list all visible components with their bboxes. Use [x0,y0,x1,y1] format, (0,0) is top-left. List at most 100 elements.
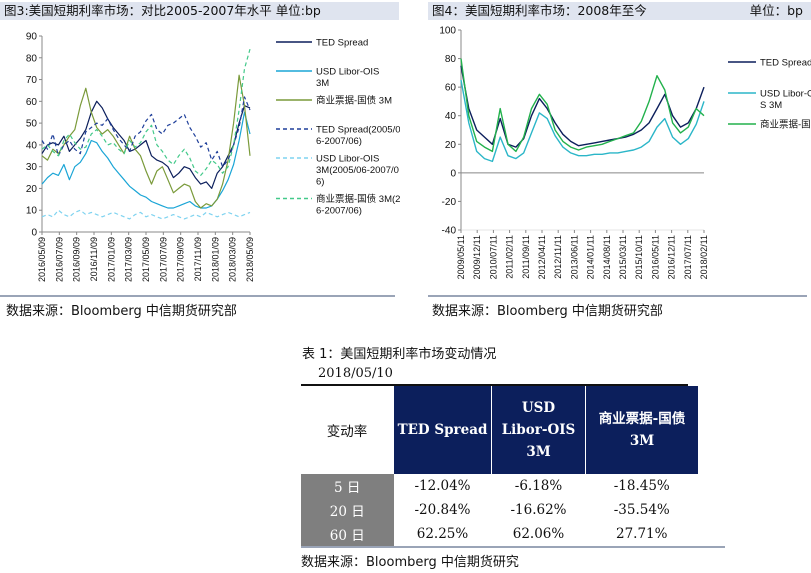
x-tick-label: 2018/02/11 [699,235,709,279]
x-tick-label: 2014/01/11 [586,235,596,279]
table-header-cp-tbill: 商业票据-国债 3M [585,386,698,474]
table-cell: -20.84% [393,498,492,522]
y-tick-label: 10 [26,206,38,217]
legend-label: USD Libor-OIS 3M [760,89,811,112]
y-tick-label: 80 [445,54,457,65]
fig4-chart: -40 -20 0 20 40 60 80 100 2009/05/11 2009/12/11 20… [439,26,811,280]
x-tick-label: 2014/08/11 [602,235,612,279]
legend-label: 商业票据-国债 3M [316,95,392,107]
fig4-bottom-rule [428,295,807,297]
legend-label: TED Spread [760,58,811,69]
fig4-title-text: 图4：美国短期利率市场：2008年至今 [432,3,647,18]
table-bottom-rule [301,546,725,548]
table-row-label: 5 日 [301,474,394,498]
y-tick-label: 70 [26,75,38,86]
y-tick-label: 30 [26,162,38,173]
fig4-title: 图4：美国短期利率市场：2008年至今 单位：bp [428,2,811,20]
series-line-3 [41,74,251,209]
y-tick-label: 40 [26,140,38,151]
legend-label: TED Spread(2005/0 6-2007/06) [316,125,400,148]
x-tick-label: 2011/09/11 [521,235,531,279]
x-tick-label: 2016/12/11 [667,235,677,279]
y-tick-label: 20 [445,140,457,151]
table-cell: -16.62% [491,498,586,522]
table-source: 数据来源：Bloomberg 中信期货研究 [301,555,519,570]
x-tick-label: 2017/03/09 [124,237,134,282]
series-line-1 [460,65,705,148]
series-line-3 [460,58,705,153]
x-tick-label: 2017/05/09 [141,237,151,282]
legend-label: TED Spread [316,38,368,49]
y-tick-label: 90 [26,32,38,43]
x-tick-label: 2017/07/09 [158,237,168,282]
y-tick-label: 60 [445,83,457,94]
table-corner-label: 变动率 [301,386,394,474]
table-cell: -12.04% [393,474,492,498]
table-cell: 62.06% [491,522,586,546]
legend-label: 商业票据-国债 3M(2005/06-2007/06) [316,193,400,217]
fig3-source: 数据来源：Bloomberg 中信期货研究部 [6,304,237,319]
table-title: 表 1：美国短期利率市场变动情况 [302,347,497,362]
y-tick-label: 50 [26,119,38,130]
y-tick-label: 0 [31,228,37,239]
x-tick-label: 2018/05/09 [245,237,255,282]
y-tick-label: 80 [26,53,38,64]
legend-label: USD Libor-OIS 3M(2005/06-2007/0 6) [316,154,399,188]
x-tick-label: 2013/06/11 [569,235,579,279]
series-line-6 [41,48,251,176]
y-tick-label: 60 [26,97,38,108]
x-tick-label: 2016/05/11 [650,235,660,279]
x-tick-label: 2016/11/09 [89,237,99,281]
x-tick-label: 2018/03/09 [228,237,238,282]
x-tick-label: 2017/07/11 [683,235,693,279]
table-row: 5 日 -12.04% -6.18% -18.45% [301,474,698,498]
x-tick-label: 2009/12/11 [472,235,482,279]
x-tick-label: 2012/04/11 [537,235,547,279]
x-tick-label: 2016/05/09 [37,237,47,282]
y-tick-label: 100 [439,26,456,37]
table-row: 20 日 -20.84% -16.62% -35.54% [301,498,698,522]
x-tick-label: 2016/09/09 [72,237,82,282]
table-header-ted: TED Spread [393,386,492,474]
table-row: 60 日 62.25% 62.06% 27.71% [301,522,698,546]
table-cell: -6.18% [491,474,586,498]
legend-label: USD Libor-OIS 3M [316,67,379,90]
x-tick-label: 2018/01/09 [210,237,220,282]
y-tick-label: -40 [442,226,457,237]
table-date: 2018/05/10 [318,366,393,381]
table-cell: -18.45% [585,474,698,498]
table-header-libor-ois: USD Libor-OIS 3M [491,386,586,474]
series-line-1 [41,100,251,189]
x-tick-label: 2016/07/09 [54,237,64,282]
x-tick-label: 2010/07/11 [488,235,498,279]
series-line-5 [41,209,251,220]
table-header-row: 变动率 TED Spread USD Libor-OIS 3M 商业票据-国债 … [301,386,698,474]
table-row-label: 60 日 [301,522,394,546]
x-tick-label: 2009/05/11 [456,235,466,279]
y-tick-label: -20 [442,197,457,208]
legend-label: 商业票据-国债 3M [760,119,811,131]
x-tick-label: 2017/11/09 [193,237,203,281]
table-row-label: 20 日 [301,498,394,522]
series-line-2 [460,79,705,163]
table-cell: -35.54% [585,498,698,522]
y-tick-label: 0 [450,168,456,179]
fig4-source: 数据来源：Bloomberg 中信期货研究部 [432,304,663,319]
y-tick-label: 20 [26,184,38,195]
fig3-bottom-rule [0,295,395,297]
table-top-rule [301,384,688,386]
x-tick-label: 2015/10/11 [634,235,644,279]
y-tick-label: 40 [445,111,457,122]
fig4-unit: 单位：bp [749,3,803,18]
table-cell: 27.71% [585,522,698,546]
x-tick-label: 2017/09/09 [176,237,186,282]
x-tick-label: 2015/03/11 [618,235,628,279]
fig3-title: 图3:美国短期利率市场：对比2005-2007年水平 单位:bp [0,2,399,20]
rate-change-table: 变动率 TED Spread USD Libor-OIS 3M 商业票据-国债 … [301,386,698,546]
series-line-4 [41,96,251,168]
x-tick-label: 2011/02/11 [505,235,515,279]
x-tick-label: 2012/11/11 [553,235,563,279]
table-cell: 62.25% [393,522,492,546]
x-tick-label: 2017/01/09 [106,237,116,282]
fig3-chart: 0 10 20 30 40 50 60 70 80 90 2016/05/09 2016/07/09 2… [26,32,400,283]
